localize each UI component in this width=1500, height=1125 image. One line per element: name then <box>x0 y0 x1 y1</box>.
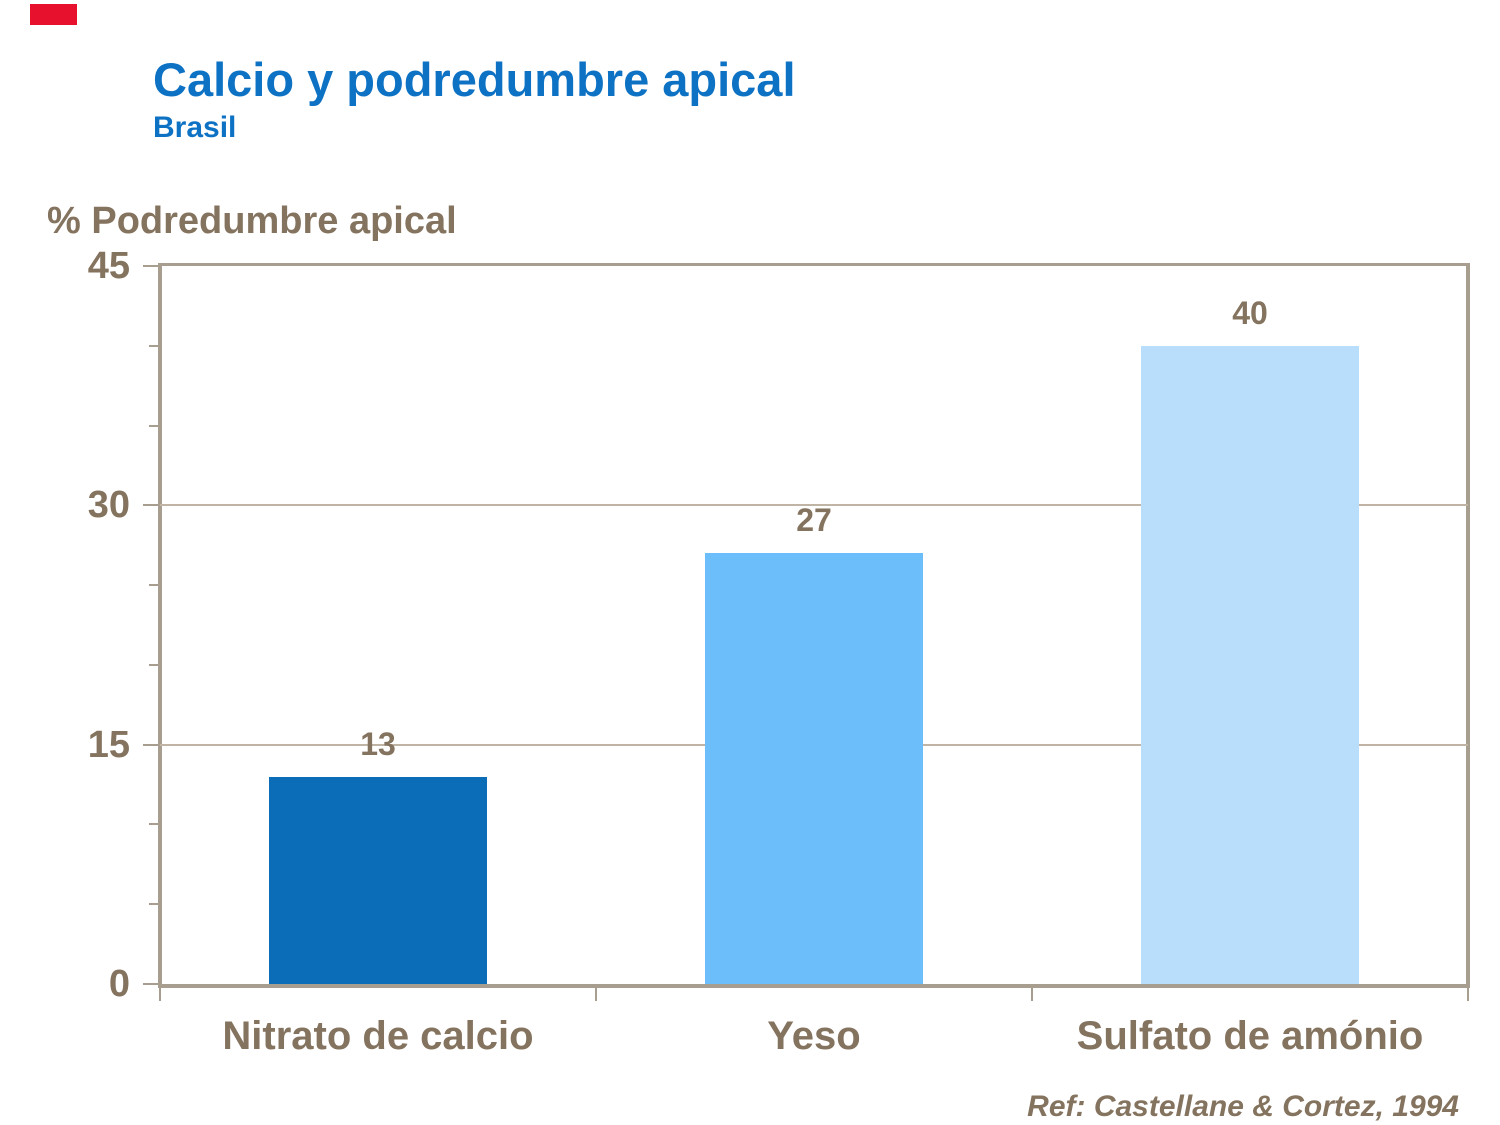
bar-chart: 13 27 40 <box>160 266 1468 984</box>
y-tick-label: 0 <box>108 963 130 1005</box>
y-tick-label: 45 <box>87 245 130 287</box>
y-axis-minor-tick <box>149 903 158 906</box>
bar-value-label: 13 <box>360 725 396 762</box>
x-axis-tick <box>1467 988 1469 1001</box>
y-axis-minor-tick <box>149 663 158 666</box>
x-axis-tick <box>159 988 161 1001</box>
bar-value-label: 40 <box>1232 294 1268 331</box>
bar <box>269 776 487 984</box>
y-axis-title: % Podredumbre apical <box>47 200 457 242</box>
y-tick-label: 30 <box>87 484 130 527</box>
page-subtitle: Brasil <box>153 111 237 144</box>
plot-frame <box>158 263 1470 988</box>
bar <box>1141 345 1359 984</box>
y-axis-minor-tick <box>149 823 158 826</box>
y-axis-minor-tick <box>149 344 158 347</box>
y-axis-minor-tick <box>149 424 158 427</box>
logo-block <box>30 4 77 25</box>
y-axis-major-tick <box>143 743 158 746</box>
reference-note: Ref: Castellane & Cortez, 1994 <box>1027 1090 1459 1123</box>
y-axis-minor-tick <box>149 584 158 587</box>
x-category-label: Nitrato de calcio <box>222 1014 534 1058</box>
y-tick-label: 15 <box>87 723 130 766</box>
x-axis-tick <box>595 988 597 1001</box>
bar <box>705 553 923 984</box>
y-axis-major-tick <box>143 504 158 507</box>
y-axis-major-tick <box>143 265 158 267</box>
x-axis-tick <box>1031 988 1033 1001</box>
x-category-label: Sulfato de amónio <box>1076 1014 1424 1058</box>
page-title: Calcio y podredumbre apical <box>153 53 796 106</box>
bar-value-label: 27 <box>796 502 832 539</box>
y-axis-major-tick <box>143 983 158 985</box>
gridline <box>160 504 1468 507</box>
x-category-label: Yeso <box>767 1014 861 1058</box>
